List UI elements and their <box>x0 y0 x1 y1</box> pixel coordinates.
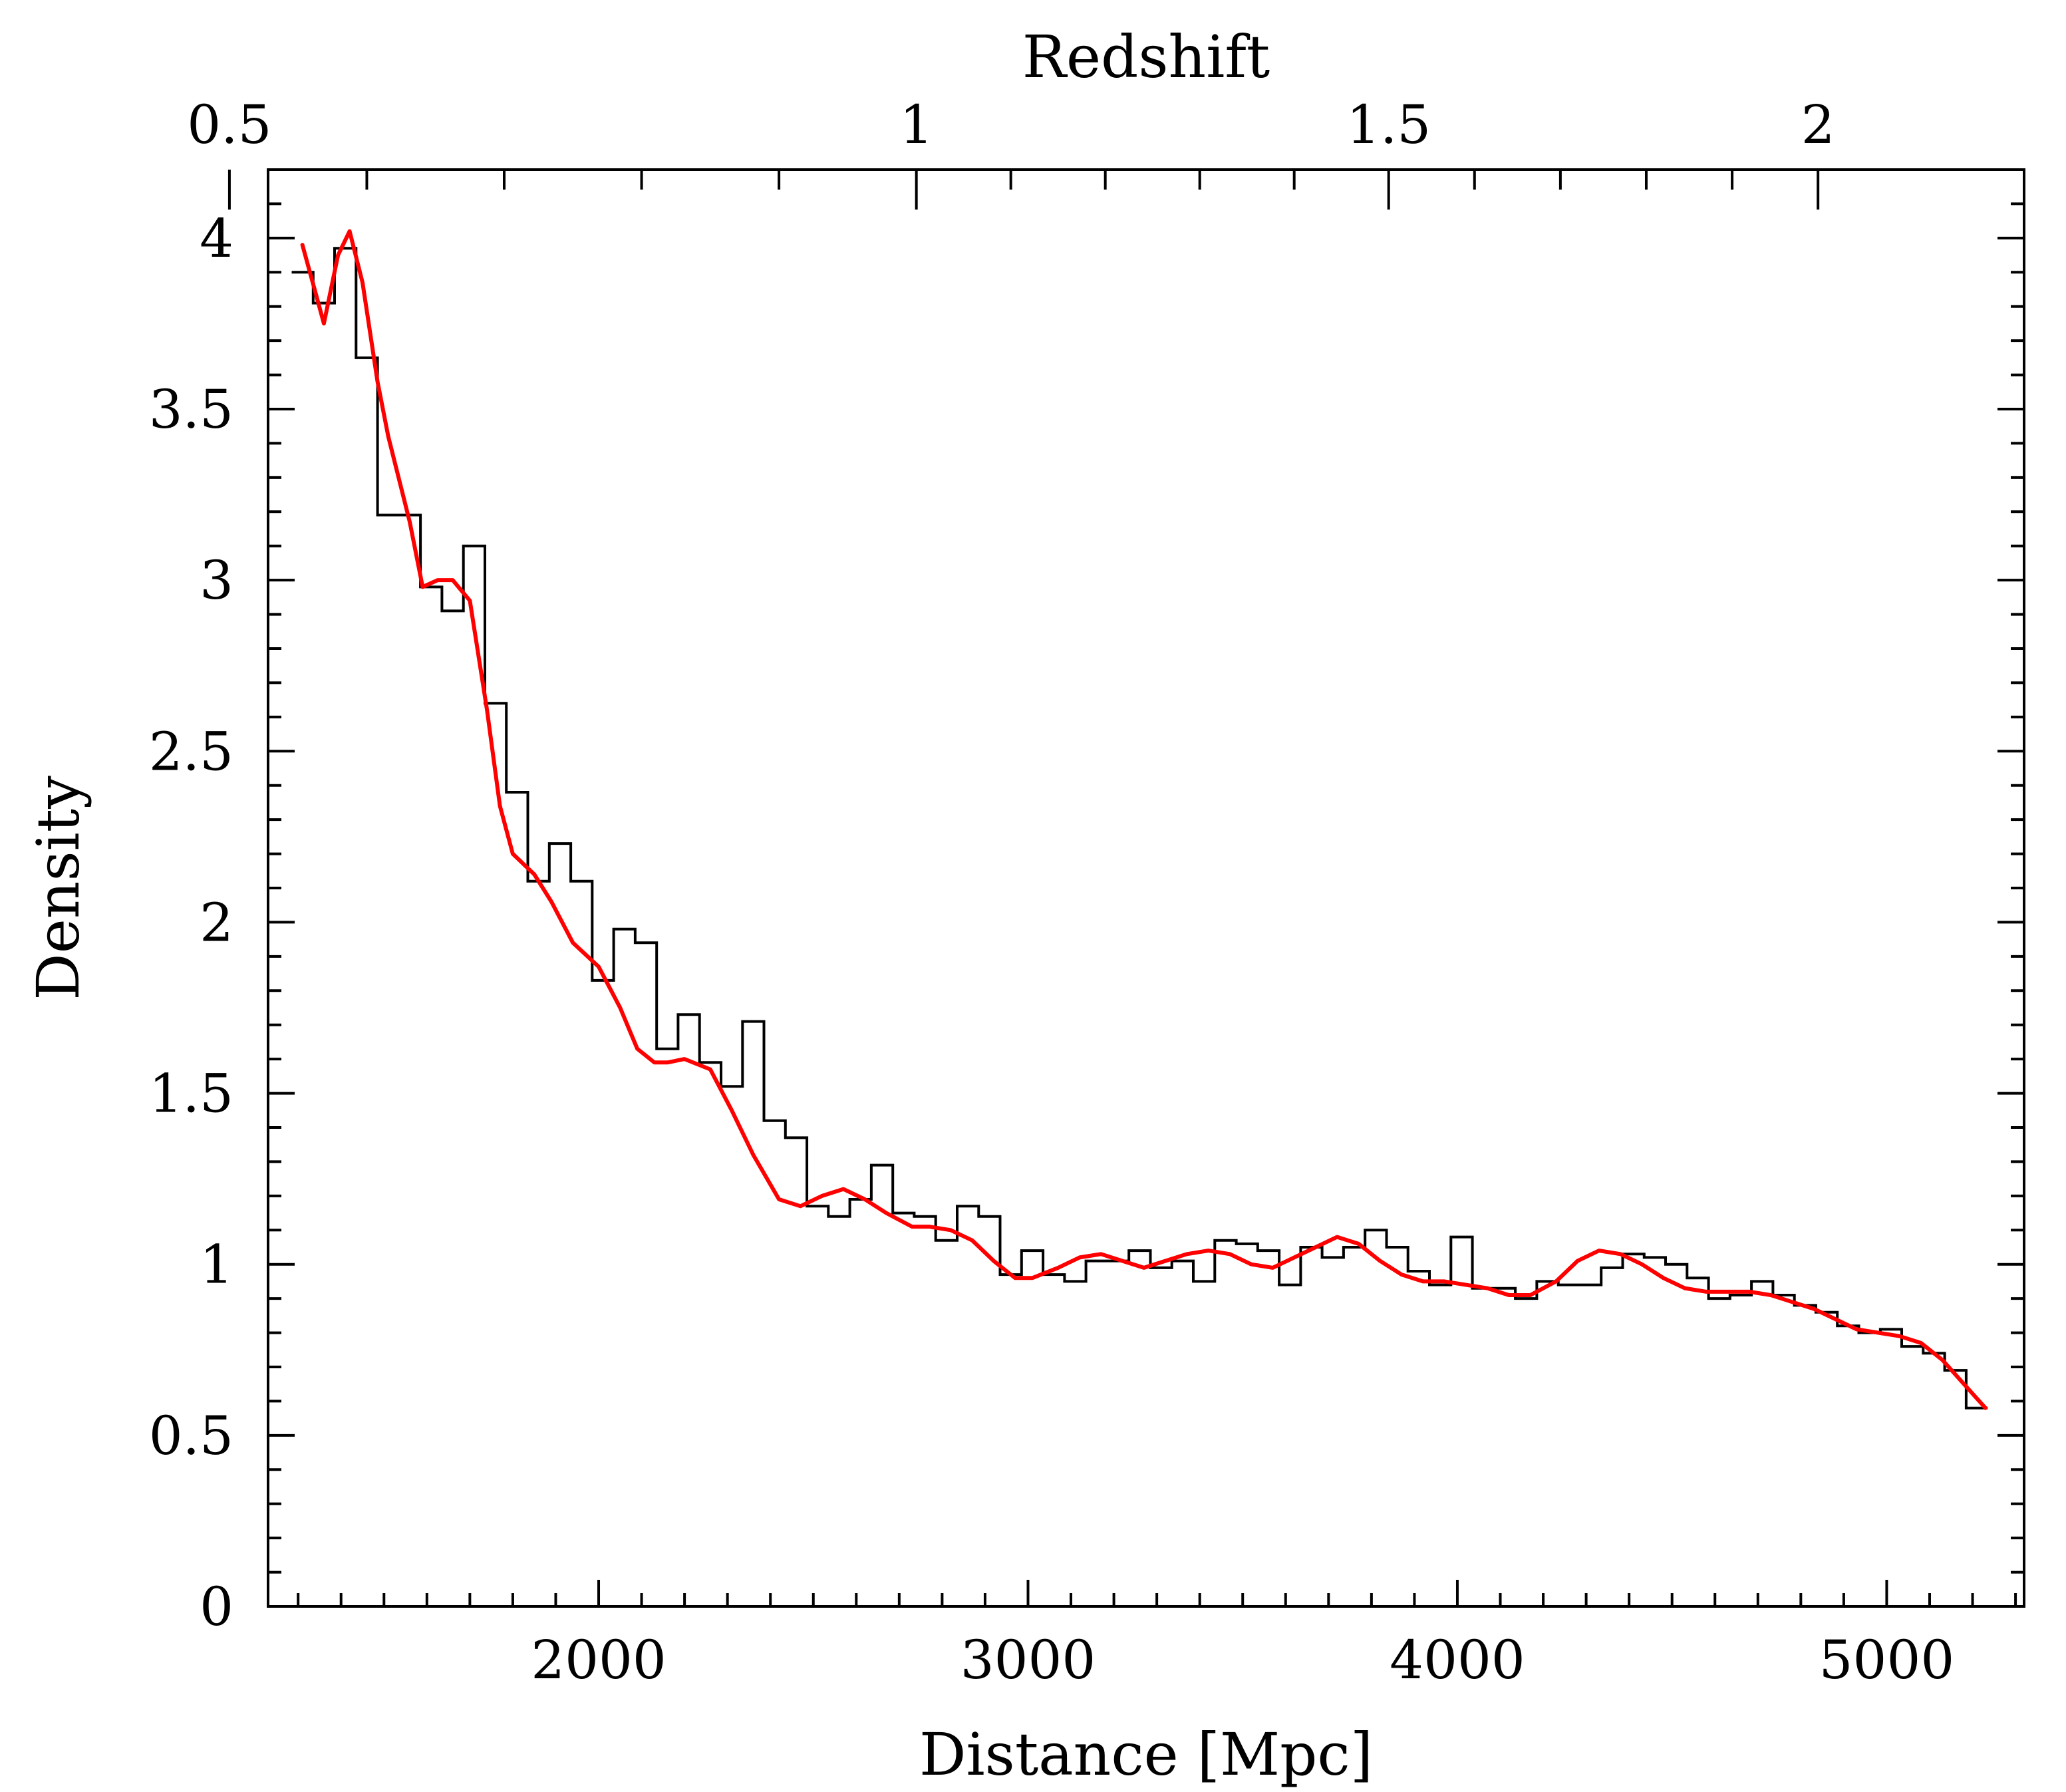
y-tick-label: 0 <box>200 1576 233 1638</box>
y-axis-title: Density <box>24 776 92 1000</box>
y-tick-label: 3.5 <box>149 378 233 440</box>
top-tick-label: 0.5 <box>187 94 271 156</box>
top-tick-label: 2 <box>1801 94 1835 156</box>
smoothed-curve <box>300 229 1988 1410</box>
x-tick-label: 5000 <box>1819 1629 1955 1691</box>
smoothed-curve-series <box>300 229 1988 1410</box>
top-tick-labels: 0.5 1 1.5 2 <box>187 94 1835 156</box>
histogram-series <box>291 247 1988 1410</box>
x-tick-label: 3000 <box>960 1629 1096 1691</box>
top-tick-label: 1 <box>899 94 933 156</box>
plot-frame <box>267 168 2025 1608</box>
y-tick-label: 4 <box>200 208 233 269</box>
x-tick-labels: 2000 3000 4000 5000 <box>531 1629 1954 1691</box>
x-tick-label: 2000 <box>531 1629 666 1691</box>
minor-ticks <box>268 168 2024 1606</box>
y-tick-label: 2.5 <box>149 720 233 782</box>
top-axis-title: Redshift <box>1022 23 1270 91</box>
y-tick-label: 1 <box>200 1234 233 1296</box>
y-tick-label: 1.5 <box>149 1063 233 1125</box>
x-tick-label: 4000 <box>1390 1629 1525 1691</box>
y-tick-label: 3 <box>200 549 233 611</box>
y-tick-label: 2 <box>200 891 233 953</box>
y-tick-label: 0.5 <box>149 1405 233 1467</box>
histogram <box>291 247 1988 1410</box>
top-tick-label: 1.5 <box>1346 94 1431 156</box>
y-tick-labels: 0 0.5 1 1.5 2 2.5 3 3.5 4 <box>149 208 233 1638</box>
major-ticks <box>227 170 2024 1608</box>
x-axis-title: Distance [Mpc] <box>919 1720 1373 1789</box>
